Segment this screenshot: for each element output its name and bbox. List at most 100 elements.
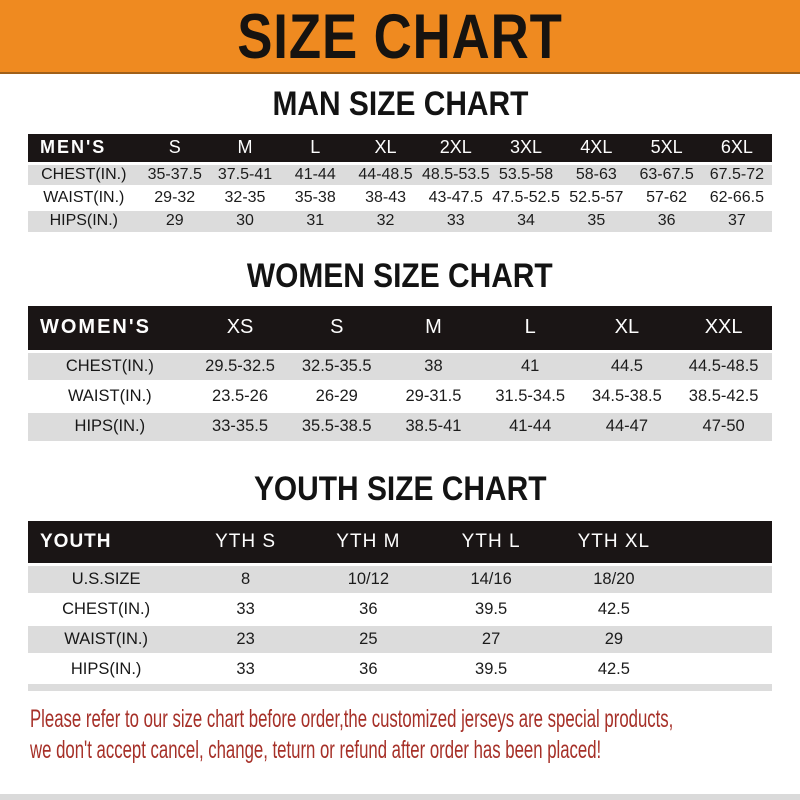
men-size-table: MEN'S S M L XL 2XL 3XL 4XL 5XL 6XL CHEST(IN.) 35-37…	[28, 134, 772, 232]
spacer-cell	[675, 622, 772, 654]
column-header-xxl: XXL	[675, 306, 772, 351]
size-cell: 44.5-48.5	[675, 349, 772, 381]
size-cell: 8	[184, 562, 307, 594]
size-cell: 44-48.5	[350, 161, 421, 186]
women-size-table: WOMEN'S XS S M L XL XXL CHEST(IN.) 29.5-32.5 32.5…	[28, 306, 772, 441]
size-cell: 37	[701, 207, 772, 232]
size-cell: 42.5	[552, 652, 676, 684]
size-cell: 26-29	[288, 379, 386, 411]
size-cell: 58-63	[561, 161, 632, 186]
size-cell: 36	[306, 592, 430, 624]
column-header-l: L	[481, 306, 579, 351]
column-header-4xl: 4XL	[561, 134, 632, 163]
column-header-s: S	[288, 306, 386, 351]
size-cell: 47-50	[675, 409, 772, 441]
table-row: HIPS(IN.) 33 36 39.5 42.5	[28, 652, 772, 684]
header-spacer-cell	[675, 521, 772, 564]
size-cell: 29	[139, 207, 210, 232]
table-row: HIPS(IN.) 29 30 31 32 33 34 35 36 37	[28, 207, 772, 232]
size-cell: 33	[184, 592, 307, 624]
size-cell: 18/20	[552, 562, 676, 594]
size-cell: 34	[490, 207, 562, 232]
column-header-2xl: 2XL	[420, 134, 491, 163]
size-cell: 52.5-57	[561, 184, 632, 209]
column-header-yth-m: YTH M	[306, 521, 430, 564]
column-header-s: S	[139, 134, 210, 163]
size-cell: 41-44	[280, 161, 351, 186]
section-youth: YOUTH SIZE CHART YOUTH YTH S YTH M YTH L YTH…	[0, 471, 800, 691]
spacer-cell	[675, 562, 772, 594]
size-cell: 14/16	[429, 562, 553, 594]
column-header-l: L	[280, 134, 351, 163]
disclaimer-line-2: we don't accept cancel, change, teturn o…	[30, 736, 602, 764]
size-cell: 39.5	[429, 652, 553, 684]
section-man: MAN SIZE CHART MEN'S S M L XL 2XL 3XL 4XL 5XL 6XL…	[0, 86, 800, 232]
man-size-chart-title-text: MAN SIZE CHART	[272, 85, 528, 123]
row-label: WAIST(IN.)	[28, 379, 192, 411]
row-label: CHEST(IN.)	[28, 349, 192, 381]
disclaimer: Please refer to our size chart before or…	[30, 704, 800, 766]
women-size-chart-title: WOMEN SIZE CHART	[0, 258, 800, 294]
youth-size-table: YOUTH YTH S YTH M YTH L YTH XL U.S.SIZE 8 10/12…	[28, 521, 772, 684]
size-cell: 35-38	[280, 184, 351, 209]
size-cell: 57-62	[631, 184, 702, 209]
spacer-cell	[675, 592, 772, 624]
size-cell: 32	[350, 207, 421, 232]
row-label: U.S.SIZE	[28, 562, 185, 594]
size-cell: 48.5-53.5	[420, 161, 491, 186]
size-cell: 41-44	[481, 409, 579, 441]
spacer-cell	[675, 652, 772, 684]
column-header-xl: XL	[350, 134, 421, 163]
size-cell: 29-32	[139, 184, 210, 209]
size-cell: 43-47.5	[420, 184, 491, 209]
size-cell: 29.5-32.5	[191, 349, 289, 381]
size-cell: 36	[631, 207, 702, 232]
column-header-m: M	[209, 134, 281, 163]
table-row: WAIST(IN.) 23.5-26 26-29 29-31.5 31.5-34.5 34…	[28, 379, 772, 411]
disclaimer-line-1: Please refer to our size chart before or…	[30, 705, 674, 733]
column-header-xs: XS	[191, 306, 289, 351]
youth-corner-label: YOUTH	[28, 521, 185, 564]
size-cell: 29	[552, 622, 676, 654]
size-cell: 33	[184, 652, 307, 684]
row-label: HIPS(IN.)	[28, 207, 140, 232]
men-corner-label: MEN'S	[28, 134, 140, 163]
size-cell: 42.5	[552, 592, 676, 624]
size-cell: 62-66.5	[701, 184, 772, 209]
size-cell: 30	[209, 207, 281, 232]
table-row: CHEST(IN.) 35-37.5 37.5-41 41-44 44-48.5 48.5…	[28, 161, 772, 186]
women-corner-label: WOMEN'S	[28, 306, 192, 351]
youth-size-chart-title: YOUTH SIZE CHART	[0, 471, 800, 507]
size-cell: 44.5	[578, 349, 676, 381]
size-cell: 41	[481, 349, 579, 381]
table-row: HIPS(IN.) 33-35.5 35.5-38.5 38.5-41 41-44 44-…	[28, 409, 772, 441]
table-row: CHEST(IN.) 33 36 39.5 42.5	[28, 592, 772, 624]
banner-title: SIZE CHART	[237, 0, 563, 72]
row-label: CHEST(IN.)	[28, 161, 140, 186]
table-row: U.S.SIZE 8 10/12 14/16 18/20	[28, 562, 772, 594]
row-label: WAIST(IN.)	[28, 622, 185, 654]
row-label: CHEST(IN.)	[28, 592, 185, 624]
size-cell: 31	[280, 207, 351, 232]
table-row: WAIST(IN.) 23 25 27 29	[28, 622, 772, 654]
size-cell: 35.5-38.5	[288, 409, 386, 441]
size-cell: 35	[561, 207, 632, 232]
size-cell: 33-35.5	[191, 409, 289, 441]
size-cell: 47.5-52.5	[490, 184, 562, 209]
size-cell: 53.5-58	[490, 161, 562, 186]
size-cell: 44-47	[578, 409, 676, 441]
size-cell: 63-67.5	[631, 161, 702, 186]
row-label: HIPS(IN.)	[28, 652, 185, 684]
size-chart-banner: SIZE CHART	[0, 0, 800, 74]
table-row: WAIST(IN.) 29-32 32-35 35-38 38-43 43-47.5 47.…	[28, 184, 772, 209]
size-cell: 29-31.5	[385, 379, 482, 411]
size-cell: 36	[306, 652, 430, 684]
row-label: HIPS(IN.)	[28, 409, 192, 441]
size-cell: 35-37.5	[139, 161, 210, 186]
size-cell: 34.5-38.5	[578, 379, 676, 411]
column-header-yth-xl: YTH XL	[552, 521, 676, 564]
size-cell: 23.5-26	[191, 379, 289, 411]
men-header-row: MEN'S S M L XL 2XL 3XL 4XL 5XL 6XL	[28, 134, 772, 163]
size-cell: 38.5-41	[385, 409, 482, 441]
size-cell: 33	[420, 207, 491, 232]
